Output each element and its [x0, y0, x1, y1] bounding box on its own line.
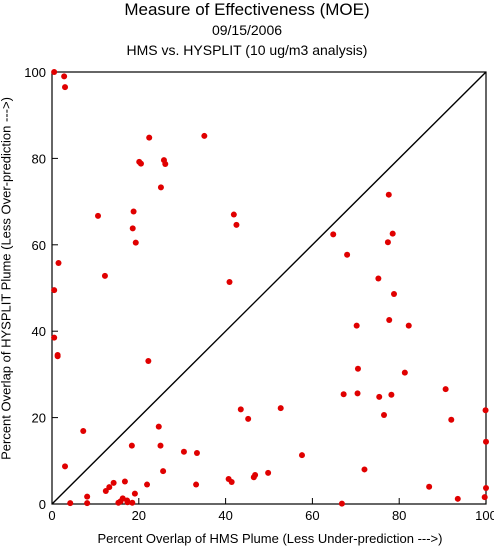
data-point — [193, 481, 200, 488]
x-tick-label: 100 — [475, 508, 494, 523]
data-point — [384, 239, 391, 246]
data-point — [106, 484, 113, 491]
data-point — [180, 448, 187, 455]
data-point — [193, 450, 200, 457]
data-point — [84, 493, 91, 500]
x-tick-label: 60 — [305, 508, 319, 523]
data-point — [160, 468, 167, 475]
x-tick-label: 80 — [392, 508, 406, 523]
data-point — [230, 211, 237, 218]
data-point — [454, 495, 461, 502]
data-point — [157, 184, 164, 191]
data-point — [84, 500, 91, 507]
reference-line-y-equals-x — [51, 71, 487, 505]
data-point — [265, 469, 272, 476]
chart-title: Measure of Effectiveness (MOE) — [124, 0, 370, 19]
data-point — [55, 259, 62, 266]
data-point — [146, 134, 153, 141]
data-point — [245, 415, 252, 422]
data-point — [344, 251, 351, 258]
data-point — [51, 287, 58, 294]
data-point — [226, 278, 233, 285]
y-axis-label: Percent Overlap of HYSPLIT Plume (Less O… — [0, 97, 14, 460]
data-point — [121, 478, 128, 485]
data-point — [102, 488, 109, 495]
x-tick-label: 40 — [218, 508, 232, 523]
chart-date: 09/15/2006 — [211, 22, 283, 38]
data-point — [80, 427, 87, 434]
x-axis-label: Percent Overlap of HMS Plume (Less Under… — [97, 531, 443, 546]
data-point — [129, 225, 136, 232]
data-point — [110, 479, 117, 486]
data-point — [426, 483, 433, 490]
data-point — [376, 393, 383, 400]
data-point — [277, 405, 284, 412]
data-point — [340, 391, 347, 398]
data-point — [162, 161, 169, 168]
x-tick-label: 20 — [132, 508, 146, 523]
data-point — [95, 212, 102, 219]
data-point — [353, 322, 360, 329]
data-point — [354, 365, 361, 372]
data-point — [132, 239, 139, 246]
data-point — [228, 478, 235, 485]
x-tick-label: 0 — [48, 508, 55, 523]
plot-frame — [51, 71, 487, 505]
data-point — [137, 160, 144, 167]
data-point — [62, 463, 69, 470]
data-point — [51, 69, 58, 75]
data-point — [442, 386, 449, 393]
y-tick-label: 80 — [32, 151, 46, 166]
axis-ticks: 0 20 40 60 80 100 0 20 40 60 80 100 — [24, 65, 494, 523]
data-point — [330, 231, 337, 238]
y-tick-label: 100 — [24, 65, 46, 80]
data-point — [124, 499, 131, 506]
data-point — [233, 221, 240, 228]
y-tick-label: 20 — [32, 411, 46, 426]
data-point — [401, 369, 408, 376]
data-point — [145, 358, 152, 365]
data-point — [144, 481, 151, 488]
data-point — [354, 390, 361, 397]
data-point — [129, 499, 136, 506]
data-point — [130, 208, 137, 215]
data-point — [62, 84, 69, 91]
data-point — [101, 272, 108, 279]
data-point — [381, 412, 388, 419]
data-point — [482, 407, 489, 414]
data-point — [386, 316, 393, 323]
data-point — [361, 466, 368, 473]
data-point — [390, 291, 397, 298]
data-point — [388, 391, 395, 398]
y-tick-label: 0 — [39, 497, 46, 512]
data-point — [157, 442, 164, 449]
data-point — [67, 500, 74, 507]
data-point — [481, 494, 488, 501]
data-point — [128, 442, 135, 449]
data-point — [131, 490, 138, 497]
data-point — [405, 322, 412, 329]
data-point — [252, 472, 259, 479]
data-point — [483, 438, 489, 445]
data-point — [375, 275, 382, 282]
data-point — [155, 423, 162, 430]
data-point — [201, 132, 208, 139]
data-point — [389, 230, 396, 237]
chart-subtitle: HMS vs. HYSPLIT (10 ug/m3 analysis) — [126, 42, 368, 58]
data-point — [61, 73, 68, 80]
y-tick-label: 40 — [32, 324, 46, 339]
data-point — [51, 334, 58, 341]
data-point — [385, 191, 392, 198]
data-point — [54, 353, 61, 360]
data-point — [448, 416, 455, 423]
data-point — [483, 485, 489, 492]
data-point — [338, 500, 345, 507]
data-points — [51, 69, 489, 507]
data-point — [298, 452, 305, 459]
y-tick-label: 60 — [32, 238, 46, 253]
data-point — [237, 406, 244, 413]
